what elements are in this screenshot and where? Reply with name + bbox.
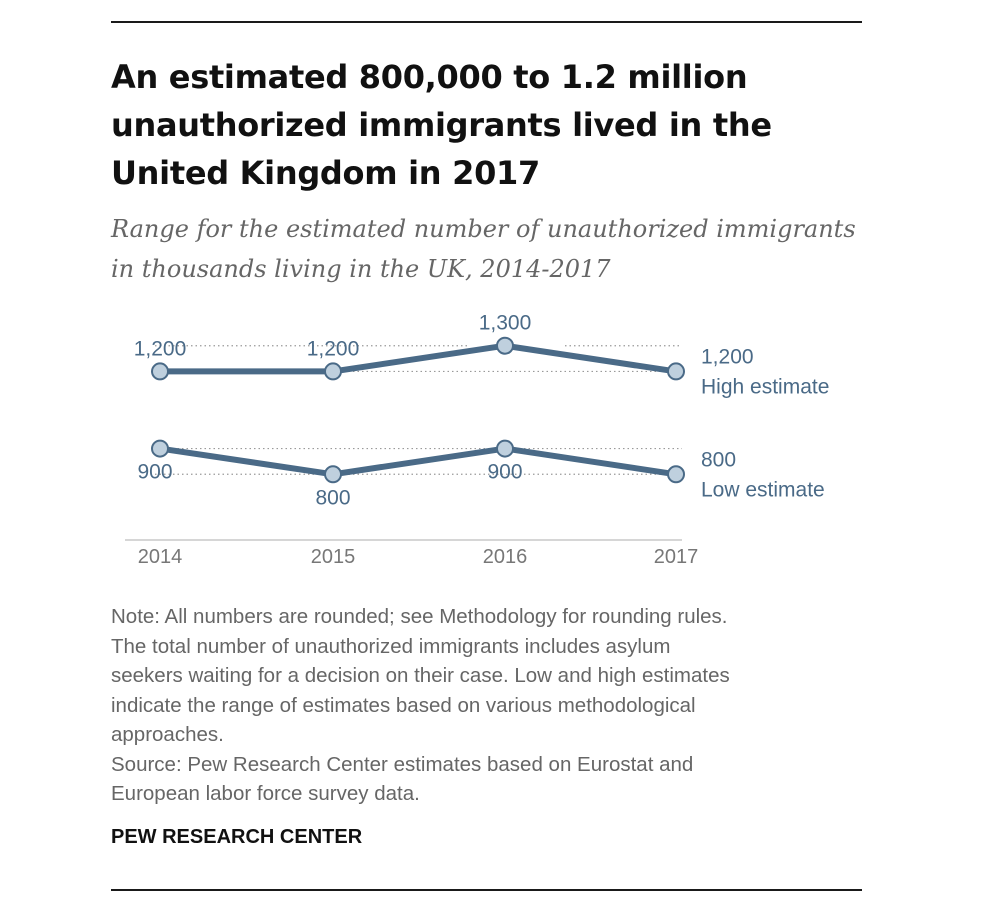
source-line: Source: Pew Research Center estimates ba… [111,752,694,776]
data-point [496,336,514,355]
data-point [324,362,342,381]
data-label: 900 [137,461,172,484]
series-name-label: High estimate [701,375,829,398]
series-line [160,342,677,375]
brand-name: PEW RESEARCH CENTER [111,826,363,848]
series-name-label: Low estimate [701,478,825,501]
data-point [667,362,685,381]
top-rule [111,21,862,23]
data-label: 1,300 [479,312,532,335]
data-label: 1,200 [307,337,360,360]
note-line: seekers waiting for a decision on their … [111,664,730,687]
data-point [324,465,342,484]
chart-note: Note: All numbers are rounded; see Metho… [111,602,871,809]
data-label: 800 [315,486,350,509]
note-line: indicate the range of estimates based on… [111,693,696,717]
note-line: Note: All numbers are rounded; see Metho… [111,605,728,628]
data-point [496,439,514,458]
x-tick-label: 2014 [138,546,183,568]
note-line: approaches. [111,723,224,746]
bottom-rule [111,889,862,891]
x-tick-label: 2016 [483,546,528,568]
x-tick-label: 2017 [654,546,699,568]
x-tick-label: 2015 [311,546,356,568]
data-label: 1,200 [134,337,187,360]
source-line: European labor force survey data. [111,782,420,805]
data-label: 900 [487,461,522,484]
note-line: The total number of unauthorized immigra… [111,634,671,658]
data-point [151,439,169,458]
chart-title: An estimated 800,000 to 1.2 million unau… [111,58,772,192]
series-line [159,445,677,478]
chart-subtitle: Range for the estimated number of unauth… [111,215,856,283]
data-label: 1,200 [701,345,754,368]
data-label: 800 [701,448,736,471]
data-point [667,465,685,484]
data-point [151,362,169,381]
